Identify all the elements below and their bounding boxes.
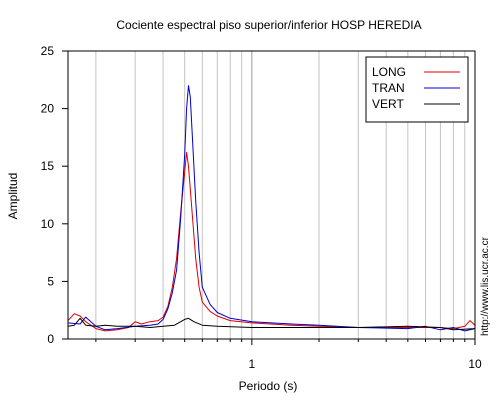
x-axis-label: Periodo (s) (239, 379, 298, 393)
y-tick-label: 15 (41, 159, 55, 173)
y-tick-label: 20 (41, 102, 55, 116)
y-tick-label: 25 (41, 44, 55, 58)
x-tick-label: 10 (468, 357, 482, 371)
series-line-tran (67, 85, 476, 332)
series-line-long (67, 151, 476, 332)
series-layer (67, 85, 476, 332)
y-axis-label: Amplitud (6, 173, 20, 220)
y-tick-label: 5 (47, 274, 54, 288)
legend: LONG TRAN VERT (365, 56, 469, 123)
axis-ticks: 1 10 0 5 10 15 20 25 (41, 44, 482, 371)
watermark-url: http://www.lis.ucr.ac.cr (480, 236, 491, 336)
legend-label-long: LONG (372, 65, 406, 79)
chart-title: Cociente espectral piso superior/inferio… (116, 18, 421, 32)
x-tick-label: 1 (249, 357, 256, 371)
legend-label-vert: VERT (372, 97, 404, 111)
y-tick-label: 10 (41, 217, 55, 231)
legend-label-tran: TRAN (372, 81, 405, 95)
series-line-vert (67, 317, 476, 331)
y-tick-label: 0 (47, 332, 54, 346)
plot-frame (67, 50, 476, 340)
legend-box (365, 56, 469, 123)
